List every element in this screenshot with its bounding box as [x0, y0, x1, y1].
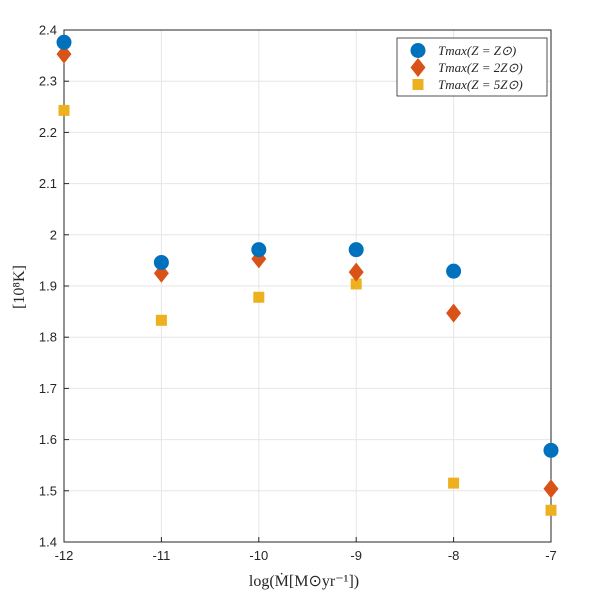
legend-diamond-marker [410, 58, 426, 77]
legend-circle-marker [410, 43, 426, 58]
x-tick-label: -11 [152, 548, 170, 563]
diamond-point [543, 479, 559, 499]
circle-point [446, 263, 462, 279]
x-tick-label: -7 [545, 548, 557, 563]
circle-point [348, 242, 364, 258]
circle-point [56, 34, 72, 50]
x-axis-ticks: -12 -11 -10 -9 -8 -7 [55, 537, 557, 563]
y-tick-label: 1.7 [39, 381, 57, 396]
x-tick-label: -10 [249, 548, 268, 563]
square-point [155, 314, 167, 326]
diamond-point [348, 262, 364, 282]
y-axis-label: [10⁸K] [11, 265, 28, 309]
y-axis-ticks: 1.4 1.5 1.6 1.7 1.8 1.9 2 2.1 2.2 2.3 2.4 [39, 23, 69, 550]
square-point [350, 278, 362, 290]
y-tick-label: 1.8 [39, 330, 57, 345]
legend-markers [410, 43, 426, 90]
x-tick-label: -12 [55, 548, 74, 563]
diamond-point [446, 303, 462, 323]
square-point [545, 504, 557, 516]
y-tick-label: 1.6 [39, 432, 57, 447]
y-tick-label: 2.3 [39, 74, 57, 89]
x-axis-label: log(Ṁ[M⊙yr⁻¹]) [249, 572, 359, 590]
circle-point [251, 242, 267, 258]
diamond-point [56, 44, 72, 64]
square-point [58, 104, 70, 116]
y-tick-label: 1.9 [39, 279, 57, 294]
data-points [56, 34, 559, 516]
x-tick-label: -8 [448, 548, 460, 563]
circle-point [543, 442, 559, 458]
x-tick-label: -9 [350, 548, 362, 563]
square-point [448, 477, 460, 489]
grid-lines [63, 29, 552, 543]
legend-label-z2: Tmax(Z = 2Z⊙) [438, 60, 523, 75]
y-tick-label: 2.4 [39, 23, 57, 38]
y-tick-label: 1.4 [39, 535, 57, 550]
circle-point [153, 254, 169, 270]
legend: Tmax(Z = Z⊙) Tmax(Z = 2Z⊙) Tmax(Z = 5Z⊙) [396, 37, 548, 97]
legend-square-marker [412, 79, 424, 90]
y-tick-label: 2 [50, 227, 57, 242]
y-tick-label: 2.1 [39, 176, 57, 191]
square-point [253, 291, 265, 303]
legend-label-z5: Tmax(Z = 5Z⊙) [438, 77, 523, 92]
y-tick-label: 2.2 [39, 125, 57, 140]
legend-label-z1: Tmax(Z = Z⊙) [438, 43, 516, 58]
y-tick-label: 1.5 [39, 483, 57, 498]
